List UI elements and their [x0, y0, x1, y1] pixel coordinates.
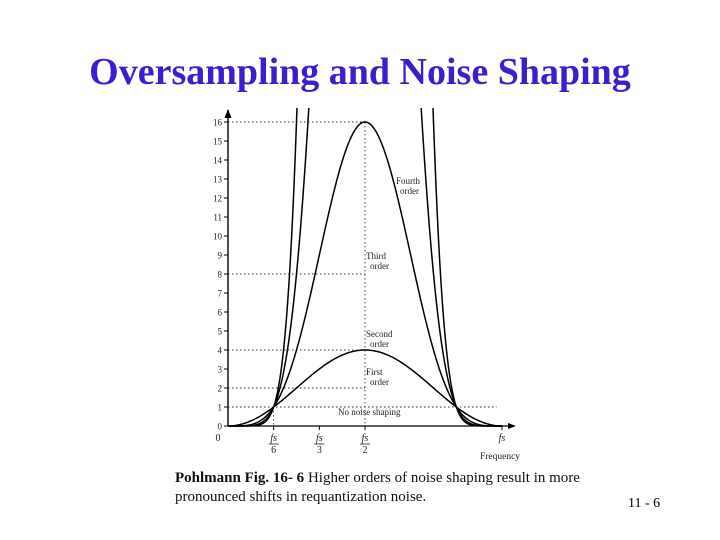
series-line-order-4 [228, 108, 502, 427]
y-tick-label: 0 [218, 422, 223, 432]
y-tick-label: 6 [218, 308, 223, 318]
series-label: Fourth [396, 176, 421, 186]
y-tick-label: 13 [213, 175, 223, 185]
y-tick-label: 7 [218, 289, 223, 299]
slide-title: Oversampling and Noise Shaping [89, 51, 631, 93]
x-tick-denominator: 3 [317, 445, 322, 456]
x-axis-label: Frequency [480, 452, 520, 462]
y-axis-arrow [224, 109, 232, 118]
y-tick-label: 9 [218, 251, 223, 261]
y-tick-label: 3 [218, 365, 223, 375]
figure-caption: Pohlmann Fig. 16- 6 Higher orders of noi… [175, 469, 595, 507]
y-tick-label: 16 [213, 118, 223, 128]
chart-guides [228, 121, 497, 426]
y-tick-label: 10 [213, 232, 223, 242]
series-label-second-line: order [370, 339, 389, 349]
y-tick-label: 5 [218, 327, 223, 337]
x-tick-denominator: 2 [363, 445, 368, 456]
series-label: Second [366, 329, 393, 339]
x-axis-arrow [508, 423, 516, 429]
y-tick-label: 14 [213, 156, 223, 166]
y-tick-label: 4 [218, 346, 223, 356]
y-tick-label: 8 [218, 270, 223, 280]
page-number: 11 - 6 [628, 496, 661, 511]
y-tick-label: 12 [213, 194, 222, 204]
y-tick-label: 11 [213, 213, 222, 223]
x-tick-numerator: fs [270, 433, 277, 444]
series-label-second-line: order [370, 377, 389, 387]
chart-labels: FourthorderThirdorderSecondorderFirstord… [338, 176, 421, 417]
series-label: First [366, 367, 383, 377]
x-tick-label: fs [499, 433, 506, 444]
y-tick-label: 2 [218, 384, 223, 394]
caption-text: Higher orders of noise shaping result in… [175, 470, 580, 505]
series-label: Third [366, 251, 386, 261]
x-tick-numerator: fs [362, 433, 369, 444]
x-tick-label: 0 [216, 433, 221, 444]
caption-source: Pohlmann Fig. 16- 6 [175, 470, 305, 486]
y-tick-label: 1 [218, 403, 223, 413]
y-tick-label: 15 [213, 137, 223, 147]
series-label-second-line: order [400, 186, 419, 196]
x-tick-denominator: 6 [271, 445, 276, 456]
chart-curves [227, 108, 503, 427]
series-label-second-line: order [370, 261, 389, 271]
series-label: No noise shaping [338, 407, 401, 417]
x-tick-numerator: fs [316, 433, 323, 444]
